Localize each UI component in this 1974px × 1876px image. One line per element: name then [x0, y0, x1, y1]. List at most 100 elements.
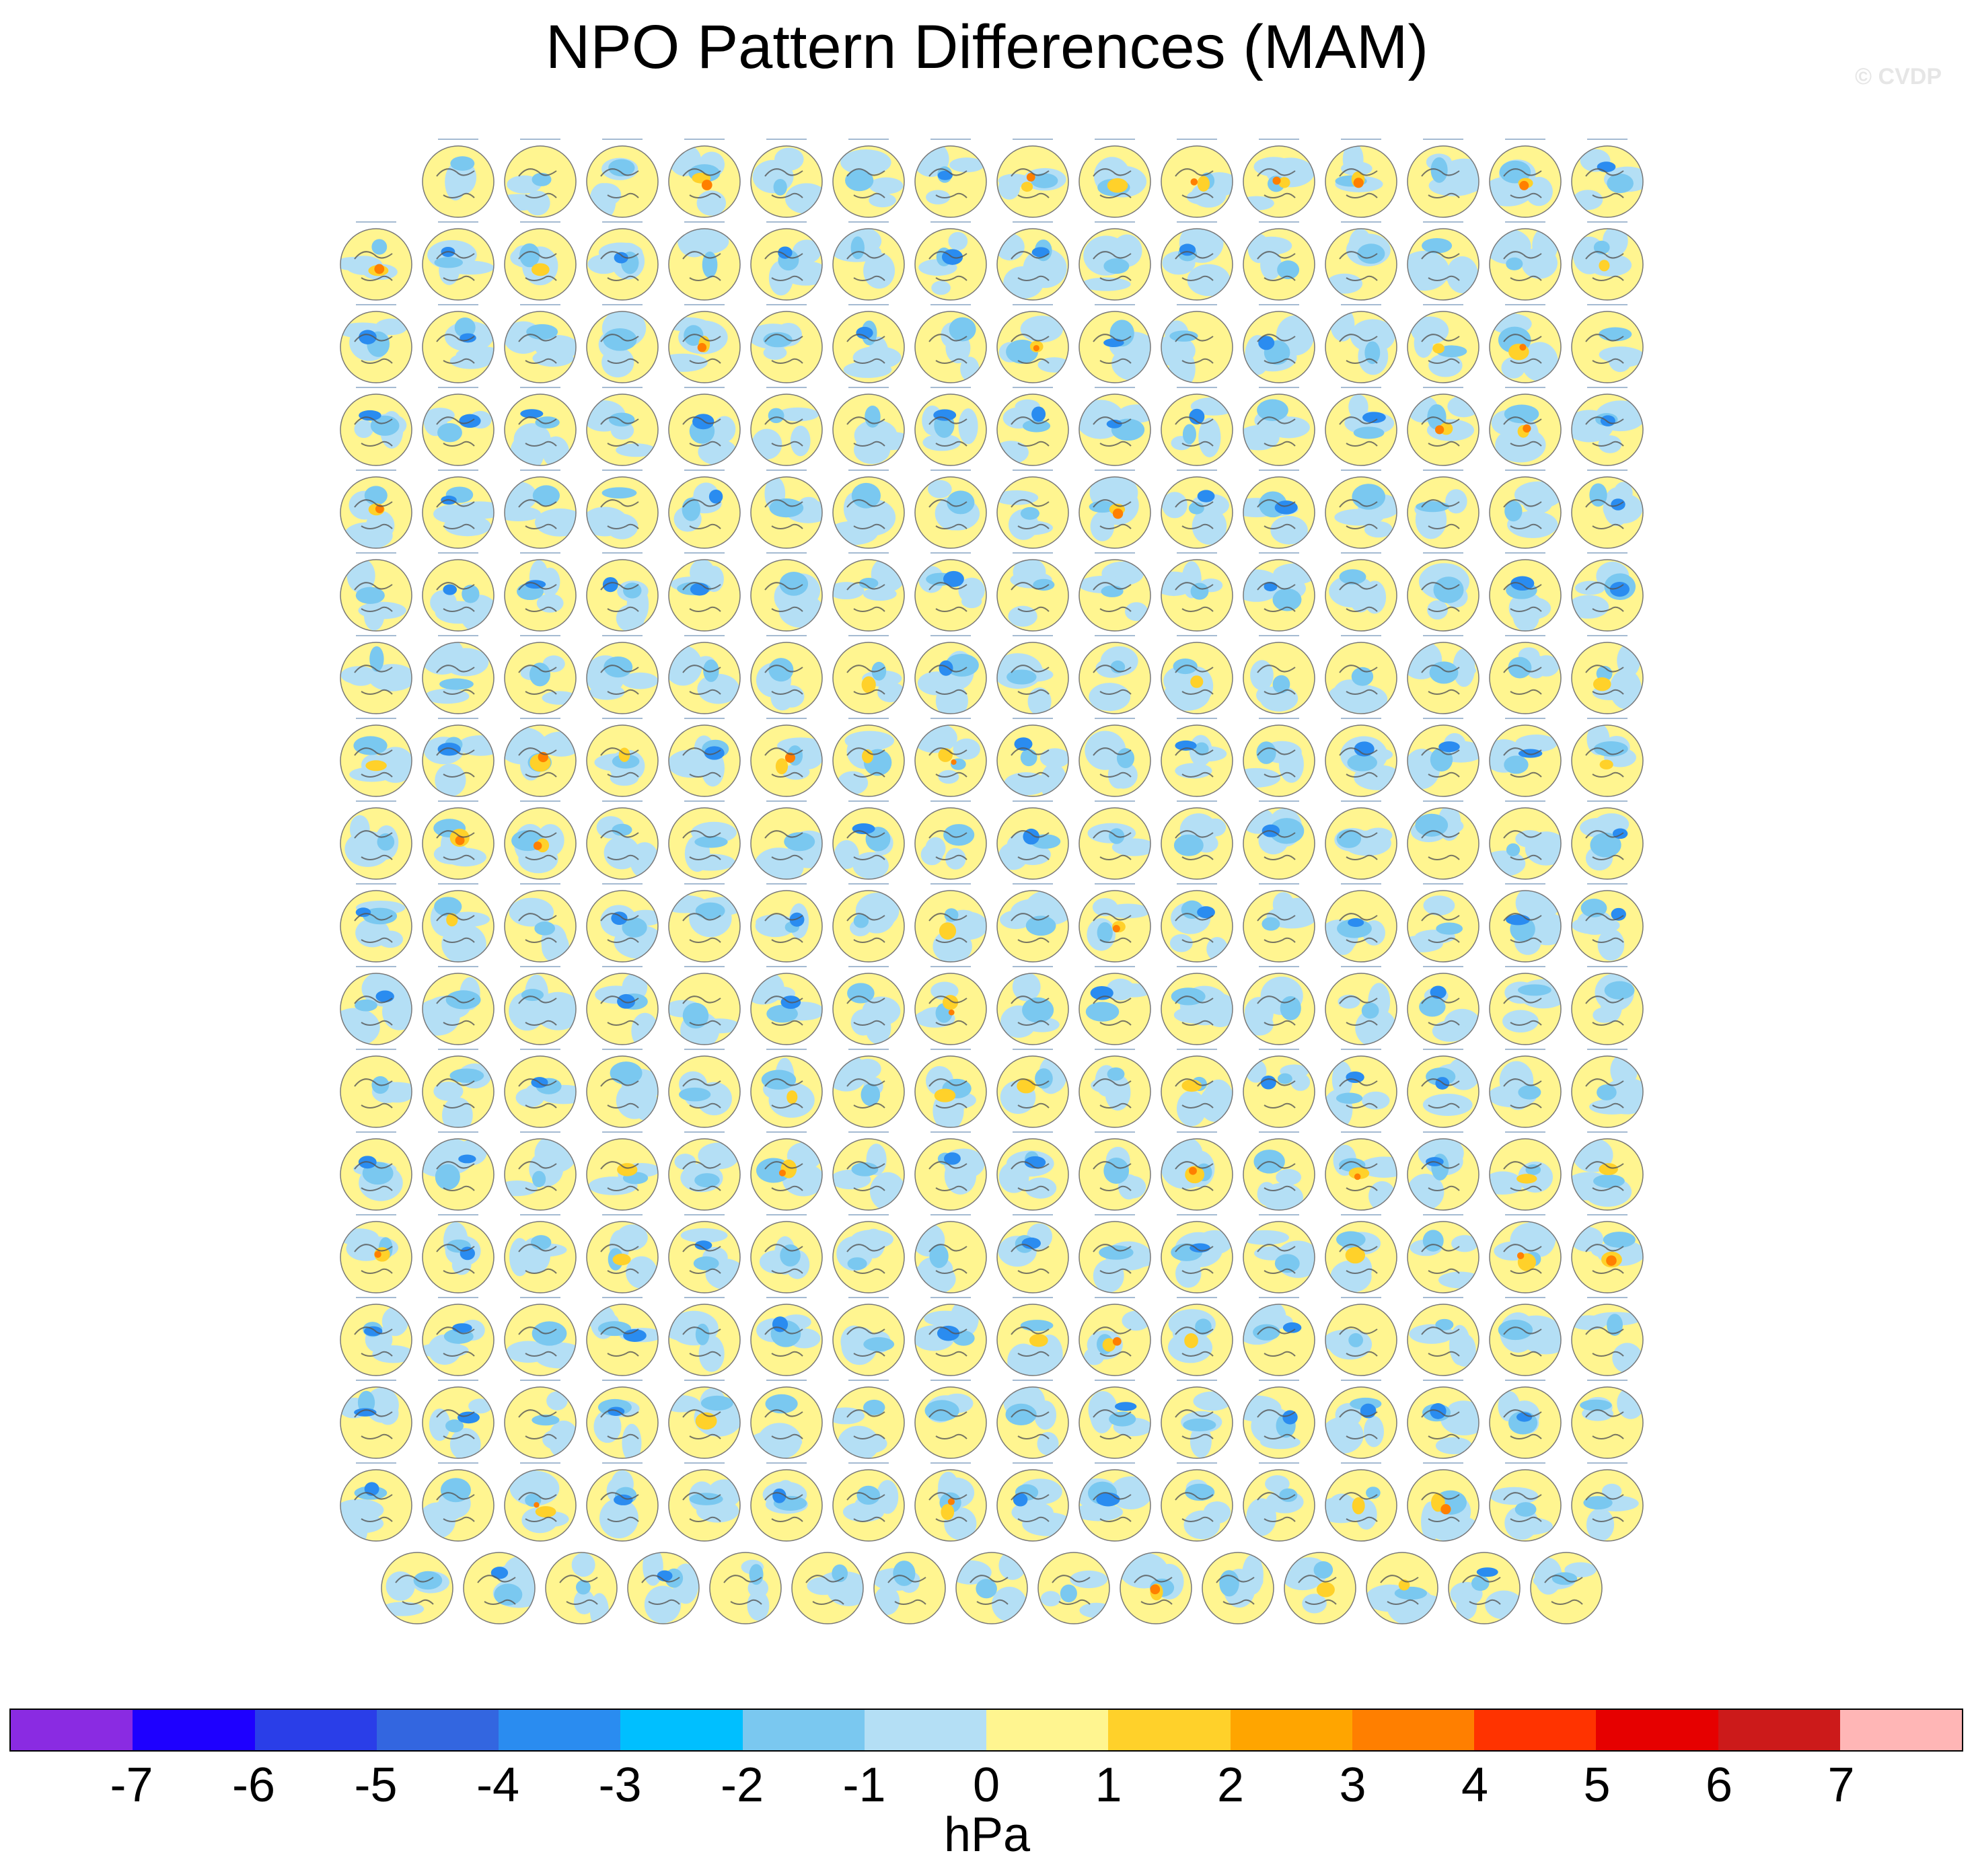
npo-panel	[914, 966, 987, 1045]
npo-panel	[1407, 1131, 1479, 1211]
npo-panel	[914, 470, 987, 549]
npo-panel	[1243, 304, 1315, 383]
npo-panel	[996, 800, 1069, 880]
npo-panel	[1243, 387, 1315, 466]
npo-panel	[422, 304, 495, 383]
npo-panel	[1407, 304, 1479, 383]
npo-panel	[914, 718, 987, 797]
npo-panel	[1325, 221, 1397, 301]
npo-panel	[1037, 1552, 1110, 1624]
npo-panel	[996, 1214, 1069, 1293]
npo-panel	[914, 1462, 987, 1542]
colorbar-segment	[1596, 1710, 1718, 1750]
npo-panel	[586, 966, 659, 1045]
npo-panel	[750, 221, 823, 301]
npo-panel	[914, 800, 987, 880]
npo-panel	[1489, 470, 1562, 549]
colorbar-segment	[742, 1710, 865, 1750]
npo-panel	[1243, 1049, 1315, 1128]
npo-panel	[1161, 470, 1233, 549]
npo-panel	[586, 883, 659, 963]
npo-panel	[340, 1049, 412, 1128]
npo-panel	[832, 1462, 905, 1542]
npo-panel	[914, 1214, 987, 1293]
npo-panel	[1571, 139, 1644, 218]
npo-panel	[1448, 1552, 1521, 1624]
npo-panel	[1489, 966, 1562, 1045]
npo-panel	[1489, 635, 1562, 714]
npo-panel	[504, 883, 577, 963]
colorbar-segment	[1718, 1710, 1840, 1750]
npo-panel	[1161, 800, 1233, 880]
npo-panel	[750, 304, 823, 383]
npo-panel	[504, 139, 577, 218]
npo-panel	[1489, 387, 1562, 466]
npo-panel	[422, 1297, 495, 1376]
npo-panel	[1079, 1380, 1151, 1459]
npo-panel	[1489, 1049, 1562, 1128]
panel-grid	[340, 139, 1644, 1624]
npo-panel	[996, 1049, 1069, 1128]
npo-panel	[1571, 635, 1644, 714]
npo-panel	[586, 304, 659, 383]
npo-panel	[1325, 800, 1397, 880]
npo-panel	[1079, 635, 1151, 714]
npo-panel	[422, 552, 495, 632]
npo-panel	[1325, 139, 1397, 218]
npo-panel	[1489, 139, 1562, 218]
npo-panel	[422, 966, 495, 1045]
npo-panel	[1161, 718, 1233, 797]
colorbar-tick-label: 1	[1095, 1758, 1122, 1812]
npo-panel	[1571, 966, 1644, 1045]
npo-panel	[1079, 139, 1151, 218]
npo-panel	[340, 1462, 412, 1542]
npo-panel	[1243, 718, 1315, 797]
colorbar-segment	[864, 1710, 986, 1750]
npo-panel	[668, 1214, 741, 1293]
npo-panel	[422, 800, 495, 880]
npo-panel	[750, 883, 823, 963]
npo-panel	[1161, 221, 1233, 301]
npo-panel	[709, 1552, 782, 1624]
npo-panel	[586, 1380, 659, 1459]
figure-title: NPO Pattern Differences (MAM)	[545, 13, 1429, 81]
colorbar-segment	[620, 1710, 743, 1750]
npo-panel	[1161, 304, 1233, 383]
npo-panel	[422, 1131, 495, 1211]
colorbar-tick-label: -3	[598, 1758, 642, 1812]
npo-panel	[832, 883, 905, 963]
npo-panel	[668, 1297, 741, 1376]
npo-panel	[1079, 1131, 1151, 1211]
npo-panel	[1407, 718, 1479, 797]
npo-panel	[1325, 470, 1397, 549]
npo-panel	[668, 718, 741, 797]
npo-panel	[750, 718, 823, 797]
colorbar-units: hPa	[943, 1808, 1031, 1862]
npo-panel	[750, 1214, 823, 1293]
npo-panel	[422, 883, 495, 963]
npo-panel	[1243, 635, 1315, 714]
colorbar-segment	[11, 1710, 133, 1750]
colorbar-segment	[1352, 1710, 1474, 1750]
npo-panel	[586, 139, 659, 218]
npo-panel	[1284, 1552, 1356, 1624]
npo-panel	[914, 221, 987, 301]
npo-panel	[1325, 387, 1397, 466]
npo-panel	[340, 800, 412, 880]
colorbar-segment	[133, 1710, 255, 1750]
colorbar-segment	[1839, 1710, 1962, 1750]
npo-panel	[996, 470, 1069, 549]
npo-panel	[750, 1131, 823, 1211]
npo-panel	[586, 552, 659, 632]
npo-panel	[1489, 718, 1562, 797]
npo-panel	[996, 883, 1069, 963]
npo-panel	[1325, 635, 1397, 714]
npo-panel	[832, 718, 905, 797]
npo-panel	[1571, 470, 1644, 549]
npo-panel	[832, 470, 905, 549]
npo-panel	[1161, 387, 1233, 466]
npo-panel	[1079, 800, 1151, 880]
npo-panel	[668, 1380, 741, 1459]
npo-panel	[340, 1214, 412, 1293]
npo-panel	[1571, 552, 1644, 632]
